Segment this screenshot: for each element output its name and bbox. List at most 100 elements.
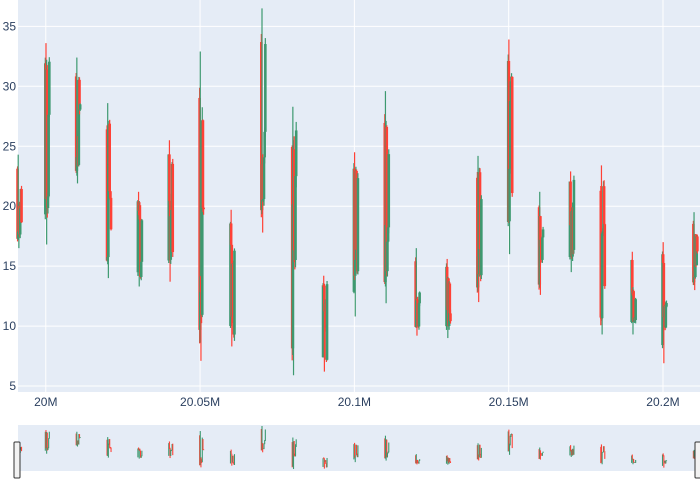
range-slider-cluster <box>507 429 513 455</box>
range-slider-cluster <box>137 447 143 459</box>
x-tick-label: 20.1M <box>338 395 371 409</box>
range-slider-cluster <box>322 457 328 469</box>
range-slider-right-handle[interactable] <box>694 441 700 479</box>
candle-body <box>46 69 49 209</box>
candle-body <box>538 216 542 285</box>
candlestick-cluster[interactable] <box>476 155 483 303</box>
candle-body <box>294 176 297 260</box>
candle-body <box>415 298 418 327</box>
candlestick-cluster[interactable] <box>661 242 668 364</box>
candlestick-cluster[interactable] <box>198 51 205 361</box>
candlestick-cluster[interactable] <box>445 258 452 339</box>
range-slider-cluster <box>229 449 236 466</box>
candle-body <box>168 154 171 201</box>
y-tick-label: 25 <box>3 139 17 153</box>
candlestick-cluster[interactable] <box>506 39 514 255</box>
candle-body <box>105 129 109 261</box>
range-slider-cluster <box>538 447 544 460</box>
candle-body <box>355 170 358 250</box>
candlestick-cluster[interactable] <box>136 191 144 287</box>
x-tick-label: 20.2M <box>646 395 679 409</box>
range-slider-preview <box>16 425 698 470</box>
candle-body <box>325 284 329 360</box>
candle-body <box>600 317 603 320</box>
candle-body <box>20 189 23 223</box>
candlestick-cluster[interactable] <box>414 248 421 336</box>
candle-body <box>199 276 203 293</box>
y-tick-label: 20 <box>3 199 17 213</box>
candlestick-cluster[interactable] <box>599 165 607 335</box>
candle-body <box>167 154 171 261</box>
candlestick-cluster[interactable] <box>167 140 175 282</box>
y-tick-label: 5 <box>9 379 16 393</box>
candle-body <box>78 104 82 110</box>
candle-body <box>18 208 22 235</box>
range-slider-cluster <box>600 444 606 465</box>
candle-body <box>449 313 452 322</box>
candlestick-cluster[interactable] <box>229 209 236 347</box>
candle-body <box>260 42 263 211</box>
candle-body <box>384 224 387 283</box>
candle-body <box>664 306 668 328</box>
candle-body <box>139 261 143 278</box>
candle-body <box>109 197 113 230</box>
range-slider-cluster <box>445 455 452 465</box>
range-slider-background <box>18 425 700 471</box>
candlestick-cluster[interactable] <box>260 8 267 233</box>
candle-body <box>78 79 81 110</box>
range-slider-cluster <box>106 437 112 458</box>
candlestick-cluster[interactable] <box>568 171 576 273</box>
candle-body <box>47 114 50 197</box>
range-slider-cluster <box>384 435 390 461</box>
range-slider-cluster <box>260 425 266 453</box>
range-slider-cluster <box>168 441 174 459</box>
candlestick-cluster[interactable] <box>290 106 298 376</box>
candle-body <box>229 223 232 326</box>
candle-body <box>692 223 695 283</box>
candle-body <box>414 261 417 327</box>
candlestick-cluster[interactable] <box>630 251 637 335</box>
range-slider-left-handle[interactable] <box>13 441 21 479</box>
candle-body <box>600 233 604 319</box>
candle-body <box>385 126 389 272</box>
candlestick-cluster[interactable] <box>352 152 360 317</box>
candle-body <box>201 120 205 208</box>
candlestick-cluster[interactable] <box>692 212 699 291</box>
candle-body <box>632 291 635 322</box>
candlestick-cluster[interactable] <box>105 103 113 279</box>
candle-body <box>74 76 78 171</box>
candlestick-cluster[interactable] <box>74 57 82 184</box>
candlestick-cluster[interactable] <box>321 275 329 372</box>
candle-body <box>198 276 202 330</box>
candle-body <box>171 163 175 253</box>
candle-body <box>323 285 326 312</box>
candlestick-cluster[interactable] <box>383 91 391 304</box>
x-tick-label: 20M <box>34 395 57 409</box>
candle-body <box>16 168 19 239</box>
candlestick-cluster[interactable] <box>44 43 51 245</box>
candle-body <box>508 168 511 222</box>
range-slider[interactable] <box>13 425 700 479</box>
candle-body <box>263 131 266 158</box>
candle-body <box>569 181 572 226</box>
candle-body <box>291 204 295 349</box>
candlestick-series[interactable] <box>16 8 699 376</box>
candle-body <box>292 149 296 251</box>
candlestick-cluster[interactable] <box>537 191 545 295</box>
candle-body <box>480 199 483 276</box>
y-axis: 5 10 15 20 25 30 35 <box>3 19 17 393</box>
candle-body <box>510 76 514 194</box>
y-tick-label: 10 <box>3 319 17 333</box>
range-slider-cluster <box>415 454 421 465</box>
range-slider-cluster <box>569 445 575 457</box>
candle-body <box>383 122 387 283</box>
candle-body <box>665 303 668 307</box>
candle-body <box>262 157 266 200</box>
candle-body <box>294 130 298 177</box>
candle-body <box>136 201 140 273</box>
candle-body <box>106 257 110 261</box>
candle-body <box>233 250 236 335</box>
candle-body <box>324 303 328 329</box>
candle-body <box>508 101 512 169</box>
candlestick-cluster[interactable] <box>16 154 23 249</box>
